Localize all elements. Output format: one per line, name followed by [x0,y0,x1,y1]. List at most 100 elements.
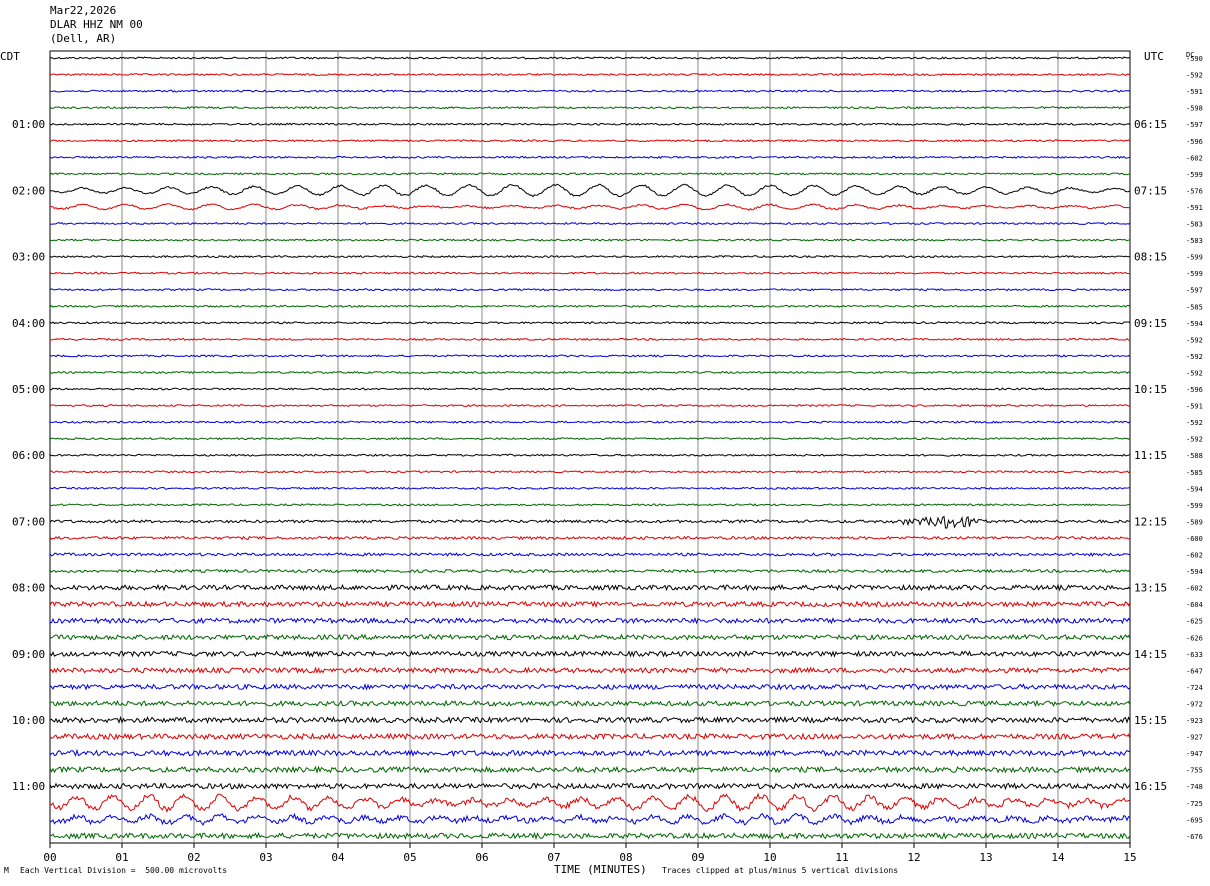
trace-line [49,486,1131,490]
trace-line [49,583,1131,592]
utc-axis-label: UTC [1144,50,1164,63]
utc-hour-label: 12:15 [1134,515,1167,528]
dc-offset-label: -598 [1186,105,1203,113]
utc-hour-label: 15:15 [1134,714,1167,727]
trace-line [49,288,1131,292]
trace-line [49,617,1131,625]
trace-line [50,699,1131,708]
footer-mark: M [4,866,9,875]
plot-frame [49,50,1131,844]
dc-offset-label: -604 [1186,601,1203,609]
x-axis-ticks: 00 01 02 03 04 05 06 07 08 09 10 11 12 13 14 15 [43,843,1137,864]
x-tick-label: 07 [547,851,560,864]
dc-offset-label: -599 [1186,171,1203,179]
cdt-hour-label: 04:00 [12,317,45,330]
dc-offset-label: -585 [1186,469,1203,477]
trace-line [49,792,1131,814]
trace-line [49,370,1131,375]
utc-hour-label: 09:15 [1134,317,1167,330]
dc-offset-label: -594 [1186,568,1203,576]
dc-offset-label: -695 [1186,816,1203,824]
header-date: Mar22,2026 [50,4,117,17]
trace-line [49,765,1131,774]
cdt-hour-label: 11:00 [12,780,45,793]
trace-line [49,387,1131,391]
cdt-hour-label: 03:00 [12,251,45,264]
trace-line [49,403,1131,408]
trace-line [49,122,1131,126]
trace-line [49,321,1131,325]
utc-hour-label: 10:15 [1134,383,1167,396]
x-tick-label: 14 [1051,851,1065,864]
trace-line [49,106,1131,110]
dc-offset-labels: -590 -592 -591 -598 -597 -596 -602 -599 -576 -591… [1186,55,1203,841]
header-location: (Dell, AR) [50,32,117,45]
trace-line [49,203,1131,211]
minute-gridlines [121,51,1059,843]
trace-line [49,254,1131,259]
scale-note: Each Vertical Division = 500.00 microvol… [20,866,228,875]
cdt-hour-label: 06:00 [12,449,45,462]
trace-line [49,72,1131,77]
trace-line [49,552,1131,557]
dc-offset-label: -592 [1186,72,1203,80]
trace-line [49,470,1131,474]
trace-line [49,812,1131,826]
dc-offset-label: -947 [1186,750,1203,758]
dc-offset-label: -923 [1186,717,1203,725]
trace-line [49,732,1131,741]
dc-offset-label: -592 [1186,369,1203,377]
x-tick-label: 01 [115,851,128,864]
dc-offset-label: -602 [1186,154,1203,162]
utc-hour-label: 07:15 [1134,184,1167,197]
trace-line [49,715,1131,725]
dc-offset-label: -676 [1186,833,1203,841]
dc-offset-label: -748 [1186,783,1203,791]
x-tick-label: 06 [475,851,488,864]
utc-hour-label: 16:15 [1134,780,1167,793]
trace-line [49,515,1131,529]
utc-hour-label: 11:15 [1134,449,1167,462]
dc-offset-label: -597 [1186,121,1203,129]
x-tick-label: 09 [691,851,704,864]
trace-line [49,650,1131,658]
cdt-hour-label: 08:00 [12,582,45,595]
trace-line [49,453,1131,457]
dc-offset-label: -591 [1186,88,1203,96]
clip-note: Traces clipped at plus/minus 5 vertical … [662,866,899,875]
dc-offset-label: -724 [1186,684,1203,692]
trace-line [49,271,1131,275]
utc-hour-label: 08:15 [1134,251,1167,264]
x-tick-label: 12 [907,851,920,864]
dc-offset-label: -592 [1186,336,1203,344]
dc-offset-label: -594 [1186,485,1203,493]
cdt-hour-label: 01:00 [12,118,45,131]
cdt-hour-label: 05:00 [12,383,45,396]
trace-line [49,633,1131,641]
x-tick-label: 04 [331,851,345,864]
trace-line [50,89,1131,93]
cdt-hour-label: 02:00 [12,184,45,197]
utc-hour-label: 13:15 [1134,582,1167,595]
dc-offset-label: -647 [1186,667,1203,675]
cdt-hour-label: 10:00 [12,714,45,727]
trace-line [49,155,1131,159]
x-tick-label: 05 [403,851,416,864]
dc-offset-label: -592 [1186,436,1203,444]
dc-offset-label: -590 [1186,55,1203,63]
x-tick-label: 10 [763,851,776,864]
dc-offset-label: -625 [1186,618,1203,626]
trace-line [49,304,1131,308]
dc-offset-label: -599 [1186,502,1203,510]
dc-offset-label: -591 [1186,204,1203,212]
utc-hour-label: 06:15 [1134,118,1167,131]
utc-hour-labels: 06:15 07:15 08:15 09:15 10:15 11:15 12:15 13:15… [1134,118,1167,793]
dc-offset-label: -599 [1186,254,1203,262]
trace-line [49,748,1131,758]
x-tick-label: 13 [979,851,992,864]
dc-offset-label: -594 [1186,320,1203,328]
dc-offset-label: -927 [1186,734,1203,742]
trace-line [49,782,1131,791]
dc-offset-label: -592 [1186,419,1203,427]
